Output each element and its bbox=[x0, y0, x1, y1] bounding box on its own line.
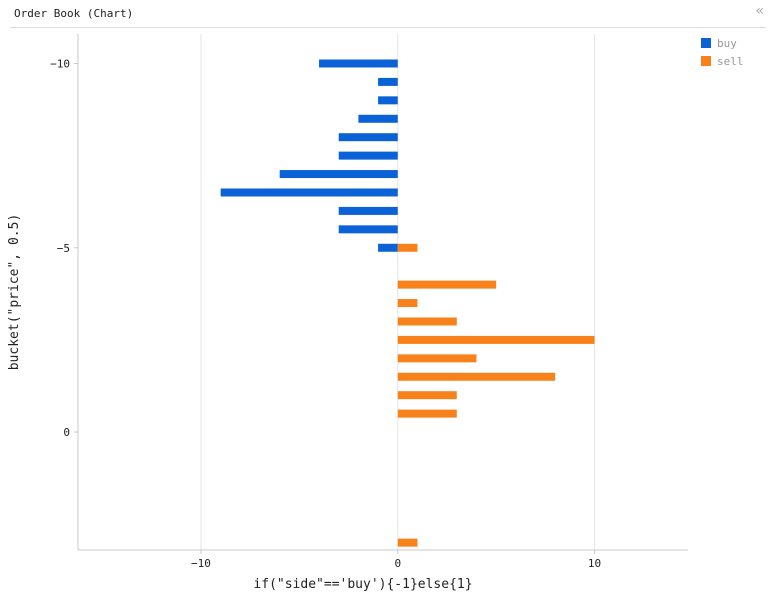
legend-swatch-buy[interactable] bbox=[701, 38, 711, 48]
panel-title: Order Book (Chart) bbox=[14, 7, 134, 20]
bar-buy[interactable] bbox=[338, 133, 398, 142]
y-tick-label: 0 bbox=[63, 426, 70, 439]
x-axis-label: if("side"=='buy'){-1}else{1} bbox=[253, 577, 472, 592]
double-chevron-left-icon[interactable]: « bbox=[755, 3, 764, 19]
bar-sell[interactable] bbox=[397, 372, 556, 381]
bar-buy[interactable] bbox=[358, 114, 398, 123]
bar-sell[interactable] bbox=[397, 409, 457, 418]
x-tick-label: 10 bbox=[588, 557, 601, 570]
legend: buy sell bbox=[701, 37, 744, 68]
bar-buy[interactable] bbox=[378, 96, 398, 105]
bar-buy[interactable] bbox=[338, 206, 398, 215]
bar-sell[interactable] bbox=[397, 391, 457, 400]
bar-sell[interactable] bbox=[397, 335, 595, 344]
bar-sell[interactable] bbox=[397, 354, 477, 363]
bar-buy[interactable] bbox=[279, 170, 398, 179]
bar-sell[interactable] bbox=[397, 243, 418, 252]
axes-layer: −10 0 10 −10 −5 0 bbox=[50, 34, 688, 570]
x-tick-label: −10 bbox=[191, 557, 211, 570]
bar-buy[interactable] bbox=[220, 188, 398, 197]
y-tick-label: −10 bbox=[50, 57, 70, 70]
bar-buy[interactable] bbox=[338, 225, 398, 234]
bar-sell[interactable] bbox=[397, 299, 418, 308]
header-divider bbox=[10, 27, 766, 28]
legend-label-sell[interactable]: sell bbox=[717, 55, 744, 68]
x-tick-label: 0 bbox=[394, 557, 401, 570]
bar-sell[interactable] bbox=[397, 317, 457, 326]
legend-swatch-sell[interactable] bbox=[701, 56, 711, 66]
panel-header: Order Book (Chart) « bbox=[0, 0, 776, 28]
y-axis-label: bucket("price", 0.5) bbox=[7, 214, 22, 371]
y-tick-label: −5 bbox=[57, 242, 70, 255]
bar-sell[interactable] bbox=[397, 538, 418, 547]
bar-buy[interactable] bbox=[378, 77, 398, 86]
bars-layer bbox=[220, 59, 595, 547]
grid-layer bbox=[200, 34, 596, 550]
bar-sell[interactable] bbox=[397, 280, 497, 289]
bar-buy[interactable] bbox=[319, 59, 398, 68]
bar-buy[interactable] bbox=[378, 243, 398, 252]
legend-label-buy[interactable]: buy bbox=[717, 37, 737, 50]
bar-buy[interactable] bbox=[338, 151, 398, 160]
